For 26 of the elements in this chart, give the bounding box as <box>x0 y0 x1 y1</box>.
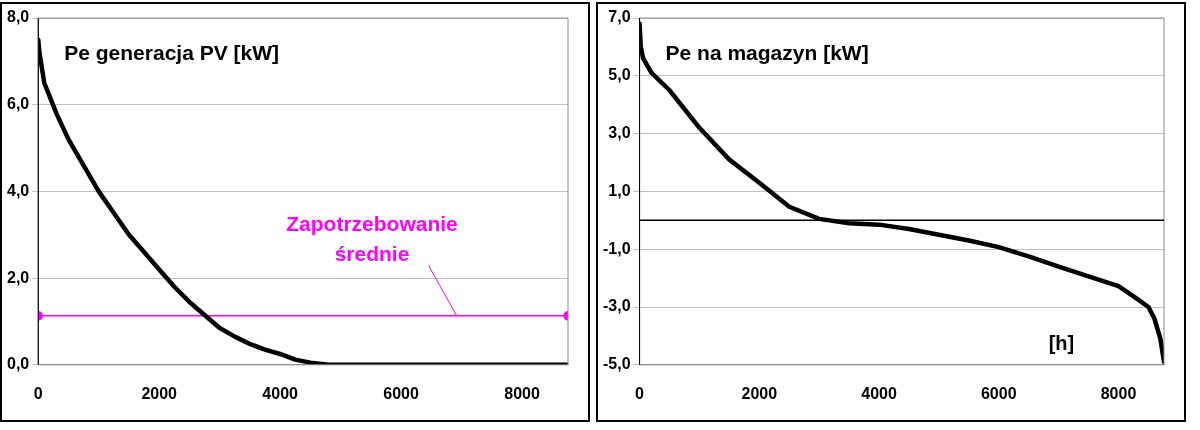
x-tick-label: 2000 <box>741 384 778 402</box>
y-tick-label: 6,0 <box>6 95 30 113</box>
y-tick-label: -1,0 <box>602 239 631 257</box>
x-tick-label: 0 <box>33 384 43 402</box>
y-tick-label: 3,0 <box>608 124 631 142</box>
y-tick-label: 4,0 <box>6 181 30 199</box>
x-tick-label: 0 <box>635 384 645 402</box>
x-axis-title: [h] <box>1048 332 1075 355</box>
x-tick-label: 8000 <box>1100 384 1137 402</box>
text: Pe na magazyn [kW] <box>665 41 869 65</box>
text: Pe generacja PV [kW] <box>64 41 279 65</box>
y-tick-label: -5,0 <box>602 355 631 373</box>
y-tick-label: 5,0 <box>608 66 631 84</box>
text: Zapotrzebowanie średnie <box>286 211 458 265</box>
y-tick-label: 2,0 <box>6 268 30 286</box>
y-tick-label: 8,0 <box>6 8 30 26</box>
y-tick-label: -3,0 <box>602 297 631 315</box>
y-tick-label: 7,0 <box>608 8 631 26</box>
x-tick-label: 6000 <box>383 384 419 402</box>
x-tick-label: 4000 <box>861 384 897 402</box>
x-tick-label: 8000 <box>504 384 540 402</box>
x-tick-label: 2000 <box>141 384 178 402</box>
x-tick-label: 4000 <box>262 384 299 402</box>
y-tick-label: 1,0 <box>608 181 631 199</box>
y-tick-label: 0,0 <box>6 355 30 373</box>
x-tick-label: 6000 <box>980 384 1017 402</box>
